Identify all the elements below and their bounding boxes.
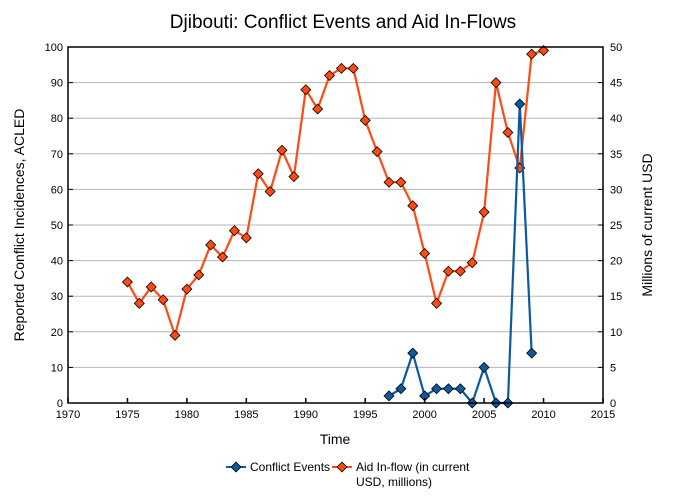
y-tick-label-left: 90 [51, 78, 63, 90]
data-point-aid [205, 239, 217, 251]
y-tick-label-left: 100 [45, 42, 63, 54]
data-point-conflict [442, 383, 454, 395]
axis-ticks: 0 10 20 30 40 50 60 70 80 90 100 0 5 10 15 20 25 30 35 40 45… [45, 42, 623, 421]
y-tick-label-left: 10 [51, 362, 63, 374]
y-tick-label-right: 25 [610, 220, 622, 232]
series-layer [121, 45, 550, 409]
x-tick-label: 1970 [56, 409, 80, 421]
legend-label-aid-line2: USD, millions) [356, 475, 432, 489]
y-tick-label-right: 30 [610, 184, 622, 196]
legend-label-conflict: Conflict Events [250, 460, 330, 474]
x-tick-label: 2005 [472, 409, 496, 421]
data-point-aid [312, 103, 324, 115]
series-line-aid [126, 49, 544, 337]
y-tick-label-right: 5 [610, 362, 616, 374]
x-tick-label: 1995 [353, 409, 377, 421]
y-tick-label-left: 0 [57, 398, 63, 410]
y-tick-label-left: 70 [51, 149, 63, 161]
y-tick-label-left: 40 [51, 256, 63, 268]
y-tick-label-right: 10 [610, 327, 622, 339]
data-point-aid [157, 294, 169, 306]
y-tick-label-left: 20 [51, 327, 63, 339]
legend-marker-conflict [230, 461, 242, 473]
y-tick-label-left: 60 [51, 184, 63, 196]
data-point-aid [478, 206, 490, 218]
data-point-aid [252, 168, 264, 180]
y-tick-label-right: 0 [610, 398, 616, 410]
data-point-conflict [395, 383, 407, 395]
data-point-aid [228, 225, 240, 237]
y-tick-label-left: 80 [51, 113, 63, 125]
x-tick-label: 2015 [591, 409, 615, 421]
data-point-conflict [431, 383, 443, 395]
data-point-aid [466, 257, 478, 269]
y-axis-label-left: Reported Conflict Incidences, ACLED [11, 109, 27, 342]
data-point-aid [145, 281, 157, 293]
legend: Conflict Events Aid In-flow (in current … [226, 460, 470, 489]
data-point-aid [395, 176, 407, 188]
data-point-aid [538, 45, 550, 57]
data-point-aid [240, 232, 252, 244]
data-point-conflict [407, 347, 419, 359]
chart-title: Djibouti: Conflict Events and Aid In-Flo… [170, 12, 516, 33]
y-tick-label-right: 35 [610, 149, 622, 161]
data-point-conflict [383, 390, 395, 402]
data-point-aid [431, 297, 443, 309]
data-point-conflict [514, 98, 526, 110]
y-tick-label-left: 30 [51, 291, 63, 303]
y-tick-label-right: 20 [610, 256, 622, 268]
data-point-aid [300, 84, 312, 96]
y-axis-label-right: Millions of current USD [639, 153, 655, 296]
x-tick-label: 1985 [234, 409, 258, 421]
data-point-aid [217, 251, 229, 263]
data-point-aid [359, 114, 371, 126]
data-point-aid [169, 329, 181, 341]
data-point-aid [288, 171, 300, 183]
x-tick-label: 2010 [531, 409, 555, 421]
data-point-aid [454, 265, 466, 277]
data-point-conflict [419, 390, 431, 402]
legend-label-aid-line1: Aid In-flow (in current [356, 460, 470, 474]
data-point-aid [502, 126, 514, 138]
data-point-aid [276, 144, 288, 156]
x-axis-label: Time [320, 431, 351, 447]
data-point-aid [193, 269, 205, 281]
data-point-aid [419, 247, 431, 259]
data-point-aid [335, 62, 347, 74]
data-point-conflict [526, 347, 538, 359]
data-point-aid [324, 69, 336, 81]
series-line-conflict [388, 102, 533, 405]
data-point-aid [121, 276, 133, 288]
legend-marker-aid [336, 461, 348, 473]
data-point-aid [264, 186, 276, 198]
data-point-aid [490, 77, 502, 89]
x-tick-label: 1990 [294, 409, 318, 421]
grid [68, 82, 603, 368]
x-tick-label: 1975 [115, 409, 139, 421]
data-point-aid [383, 176, 395, 188]
data-point-aid [442, 265, 454, 277]
data-point-aid [526, 48, 538, 60]
data-point-aid [181, 283, 193, 295]
data-point-aid [133, 297, 145, 309]
data-point-aid [371, 146, 383, 158]
data-point-aid [347, 62, 359, 74]
y-tick-label-left: 50 [51, 220, 63, 232]
y-tick-label-right: 50 [610, 42, 622, 54]
x-tick-label: 2000 [412, 409, 436, 421]
data-point-conflict [454, 383, 466, 395]
y-tick-label-right: 15 [610, 291, 622, 303]
x-tick-label: 1980 [175, 409, 199, 421]
y-tick-label-right: 40 [610, 113, 622, 125]
data-point-conflict [478, 361, 490, 373]
data-point-aid [407, 200, 419, 212]
y-tick-label-right: 45 [610, 78, 622, 90]
